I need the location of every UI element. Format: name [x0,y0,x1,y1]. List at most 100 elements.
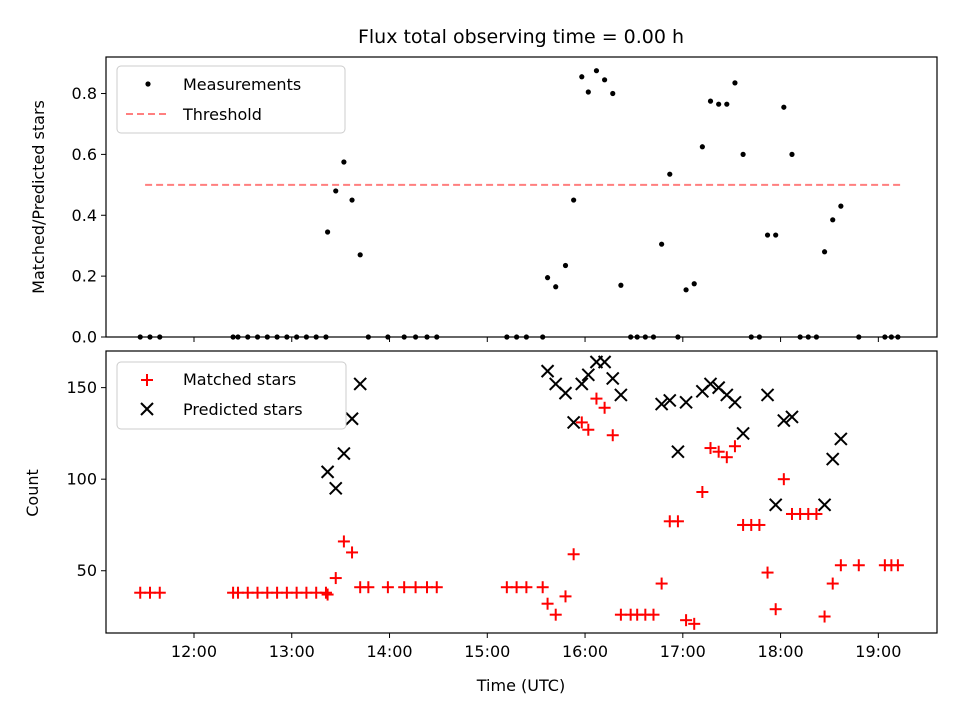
measurement-point [585,89,591,95]
matched-point [671,515,684,528]
predicted-mark-b [826,452,840,466]
measurement-point [838,203,844,209]
predicted-mark-b [736,426,750,441]
measurement-point [830,217,836,223]
matched-point [549,608,562,621]
predicted-point [581,368,596,382]
x-tick-label: 15:00 [464,642,510,661]
matched-point [567,548,580,561]
predicted-mark-b [817,498,832,512]
predicted-mark-b [777,413,791,428]
predicted-mark-b [337,446,351,461]
legend-bottom: Matched stars Predicted stars [116,361,347,430]
measurement-point [716,101,722,107]
predicted-point [337,446,351,461]
matched-point [834,559,847,572]
plot-frame [105,56,938,338]
measurement-point [789,151,795,157]
measurement-point [284,334,290,340]
matched-point [536,581,549,594]
chart-title: Flux total observing time = 0.00 h [358,26,684,48]
plot-frame [105,350,938,634]
matched-point [712,445,725,458]
matched-point [826,577,839,590]
predicted-mark-b [834,432,848,446]
matched-point [852,559,865,572]
predicted-point [679,395,693,409]
measurement-point [333,188,339,194]
top-y-axis-label: Matched/Predicted stars [29,100,48,294]
measurement-point [659,241,665,247]
measurement-point [882,334,888,340]
measurement-point [618,282,624,288]
predicted-mark-b [614,388,628,402]
measurement-point [323,334,329,340]
predicted-point [817,498,832,512]
matched-point [647,608,660,621]
measurement-point [514,334,520,340]
predicted-point [785,410,799,424]
measurement-point [756,334,762,340]
predicted-point [760,388,775,402]
measurement-point [805,334,811,340]
measurement-point [523,334,529,340]
x-tick-label: 17:00 [660,642,706,661]
predicted-point [728,395,742,409]
predicted-point [777,413,791,428]
predicted-point [703,377,718,391]
predicted-mark-b [654,397,669,411]
matched-point [575,416,588,429]
predicted-point [566,415,581,430]
predicted-mark-b [671,445,685,459]
matched-point [810,507,823,520]
predicted-mark-b [575,377,589,391]
measurement-point [764,232,771,238]
matched-point [346,546,359,559]
y-tick-label: 150 [66,378,97,397]
measurement-point [544,275,551,281]
predicted-mark-b [540,364,555,378]
measurement-point [579,74,585,80]
matched-point [769,603,782,616]
matched-point [696,486,709,498]
predicted-point [768,498,783,512]
measurement-point [683,287,689,293]
measurement-point [699,144,705,150]
predicted-point [540,364,555,378]
measurement-point [593,68,600,74]
measurement-point [303,334,310,340]
matched-point [688,617,701,630]
matched-point [582,423,595,436]
measurement-point [553,284,559,290]
measurement-point [732,80,738,86]
measurement-point [628,334,634,340]
matched-point [337,535,350,548]
measurement-point [634,334,640,340]
predicted-point [663,393,677,408]
x-tick-label: 16:00 [562,642,608,661]
legend-predicted-label: Predicted stars [183,400,303,419]
measurement-point [254,334,261,340]
measurement-point [740,151,746,157]
measurement-point [137,334,143,340]
measurement-point [235,334,241,340]
matched-point [818,610,831,623]
matched-point [680,614,693,627]
predicted-point [614,388,628,402]
matched-point [753,518,766,531]
matched-point [409,581,422,594]
measurement-point [821,249,828,255]
predicted-point [826,452,840,466]
measurement-point [424,334,430,340]
measurement-point [230,334,236,340]
predicted-mark-b [329,481,343,496]
predicted-mark-b [549,377,563,391]
matched-point [655,577,668,590]
predicted-mark-b [581,368,596,382]
x-tick-label: 14:00 [366,642,412,661]
legend-bottom-box [116,361,347,430]
matched-point [321,588,334,601]
measurement-point [773,232,779,238]
matched-point [520,581,533,594]
